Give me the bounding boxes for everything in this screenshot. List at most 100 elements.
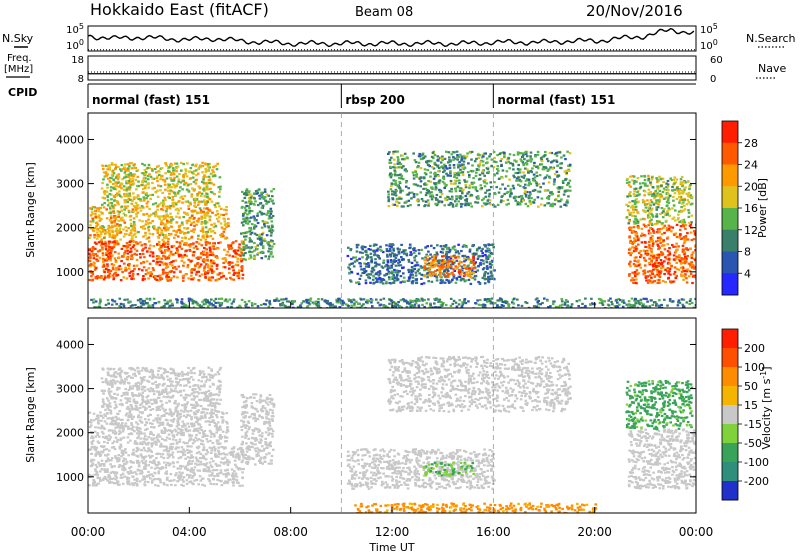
power-cell bbox=[348, 271, 351, 274]
power-cell bbox=[685, 203, 689, 206]
power-cell bbox=[201, 300, 204, 303]
power-cell bbox=[106, 268, 110, 272]
power-cell bbox=[93, 268, 97, 271]
power-cell bbox=[204, 162, 207, 165]
power-cell bbox=[668, 227, 671, 230]
power-cell bbox=[394, 183, 398, 186]
power-cell bbox=[474, 188, 478, 191]
power-cell bbox=[519, 184, 522, 187]
power-cell bbox=[455, 204, 458, 207]
power-cell bbox=[129, 270, 133, 273]
power-cell bbox=[240, 265, 243, 269]
power-cell bbox=[378, 270, 382, 273]
power-cell bbox=[90, 298, 93, 301]
power-cell bbox=[124, 173, 128, 177]
power-cell bbox=[141, 180, 145, 183]
power-cell bbox=[435, 254, 438, 257]
power-cell bbox=[114, 218, 118, 221]
power-cell bbox=[212, 260, 215, 263]
power-cell bbox=[663, 197, 666, 200]
power-cell bbox=[102, 206, 106, 209]
power-cell bbox=[183, 211, 186, 214]
power-cell bbox=[271, 225, 274, 228]
power-cell bbox=[533, 176, 537, 179]
power-cell bbox=[170, 261, 173, 264]
power-cell bbox=[164, 198, 167, 201]
power-cell bbox=[214, 225, 218, 228]
power-cell bbox=[455, 176, 459, 179]
power-cell bbox=[468, 186, 471, 189]
power-cell bbox=[380, 265, 384, 268]
power-cell bbox=[674, 250, 678, 253]
power-cell bbox=[443, 262, 447, 265]
power-cell bbox=[242, 257, 246, 261]
power-cell bbox=[203, 267, 206, 270]
power-cell bbox=[656, 202, 660, 205]
power-cell bbox=[126, 252, 130, 255]
power-cell bbox=[105, 259, 109, 262]
power-cell bbox=[129, 214, 133, 218]
power-cell bbox=[421, 153, 424, 156]
power-cell bbox=[442, 259, 446, 262]
power-cell bbox=[645, 305, 648, 308]
power-cell bbox=[203, 273, 207, 276]
power-cell bbox=[435, 306, 439, 308]
power-cell bbox=[117, 193, 121, 196]
power-cell bbox=[672, 273, 676, 276]
power-cell bbox=[241, 214, 245, 217]
power-cell bbox=[256, 221, 260, 225]
power-cell bbox=[256, 244, 260, 247]
power-cell bbox=[90, 208, 94, 211]
power-cell bbox=[436, 155, 440, 158]
power-cell bbox=[503, 151, 506, 154]
power-cell bbox=[388, 281, 391, 285]
power-cell bbox=[488, 192, 491, 195]
power-cell bbox=[130, 162, 134, 165]
power-cell bbox=[132, 192, 135, 195]
power-cell bbox=[484, 195, 488, 198]
power-cell bbox=[177, 253, 181, 256]
power-cell bbox=[177, 178, 181, 181]
power-cell bbox=[222, 261, 225, 264]
power-cell bbox=[554, 305, 558, 308]
power-cell bbox=[453, 179, 457, 182]
power-cell bbox=[234, 240, 238, 243]
power-cell bbox=[446, 174, 450, 177]
power-cell bbox=[107, 244, 110, 247]
power-cell bbox=[177, 225, 181, 228]
power-cell bbox=[653, 197, 656, 200]
power-cell bbox=[455, 203, 459, 206]
power-cell bbox=[172, 271, 176, 274]
power-cell bbox=[391, 197, 394, 200]
power-cell bbox=[647, 206, 650, 209]
power-cell bbox=[508, 153, 512, 156]
power-cell bbox=[127, 197, 131, 200]
power-cell bbox=[205, 221, 209, 224]
power-cell bbox=[484, 306, 487, 308]
power-cell bbox=[650, 201, 654, 204]
power-cell bbox=[439, 157, 443, 160]
power-cell bbox=[208, 181, 211, 185]
power-cell bbox=[91, 205, 95, 209]
power-cell bbox=[164, 266, 168, 269]
power-cell bbox=[103, 197, 106, 200]
power-cell bbox=[649, 237, 652, 240]
power-cell bbox=[412, 251, 416, 254]
power-cell bbox=[270, 247, 273, 250]
power-cell bbox=[474, 253, 478, 256]
power-cell bbox=[103, 269, 106, 272]
power-cell bbox=[630, 206, 633, 209]
power-cell bbox=[208, 276, 211, 279]
power-cell bbox=[500, 195, 503, 198]
power-cell bbox=[410, 266, 414, 269]
power-cell bbox=[656, 228, 660, 231]
power-cell bbox=[479, 262, 482, 265]
power-cell bbox=[191, 278, 195, 281]
power-cell bbox=[133, 224, 137, 227]
power-cell bbox=[644, 276, 648, 279]
power-cell bbox=[100, 275, 103, 278]
power-cell bbox=[692, 238, 696, 241]
power-cell bbox=[191, 171, 194, 174]
power-cell bbox=[210, 264, 213, 267]
power-cell bbox=[490, 158, 494, 161]
